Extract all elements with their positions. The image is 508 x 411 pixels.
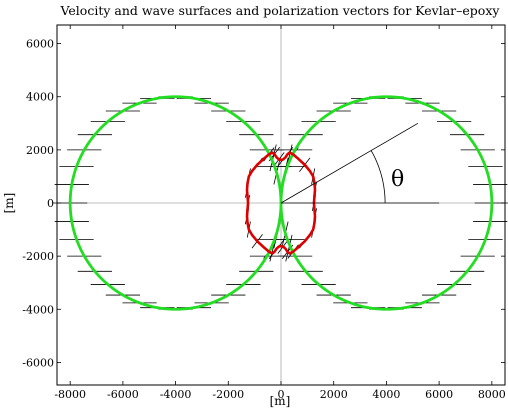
y-tick-label: -4000 xyxy=(22,303,54,316)
x-tick-label: 6000 xyxy=(425,388,453,401)
x-axis-label: [m] xyxy=(270,394,291,408)
theta-symbol: θ xyxy=(391,167,404,192)
x-tick-label: -6000 xyxy=(107,388,139,401)
x-tick-label: -2000 xyxy=(212,388,244,401)
y-tick-label: -2000 xyxy=(22,250,54,263)
y-tick-label: 2000 xyxy=(26,144,54,157)
y-tick-label: 4000 xyxy=(26,91,54,104)
x-tick-labels: -8000 -6000 -4000 -2000 0 2000 4000 6000 8000 xyxy=(54,388,506,401)
y-tick-labels: -6000 -4000 -2000 0 2000 4000 6000 xyxy=(22,38,54,370)
polarization-vector xyxy=(285,234,293,262)
polarization-vector xyxy=(269,144,277,172)
x-tick-label: -4000 xyxy=(160,388,192,401)
x-tick-label: 4000 xyxy=(372,388,400,401)
x-tick-label: 0 xyxy=(278,388,285,401)
chart-title: Velocity and wave surfaces and polarizat… xyxy=(60,3,501,18)
x-tick-label: 2000 xyxy=(320,388,348,401)
x-tick-label: -8000 xyxy=(54,388,86,401)
velocity-surface-curve xyxy=(68,95,494,311)
surface-curves xyxy=(68,95,494,311)
ray-line xyxy=(280,122,419,204)
wave-surface-curve xyxy=(245,151,317,255)
axis-ticks xyxy=(57,25,505,385)
y-axis-label: [m] xyxy=(2,193,16,214)
y-tick-label: 6000 xyxy=(26,38,54,51)
x-tick-label: 8000 xyxy=(478,388,506,401)
angle-arc xyxy=(370,150,386,204)
y-tick-label: 0 xyxy=(47,197,54,210)
angle-indicator xyxy=(280,122,440,204)
y-tick-label: -6000 xyxy=(22,356,54,369)
